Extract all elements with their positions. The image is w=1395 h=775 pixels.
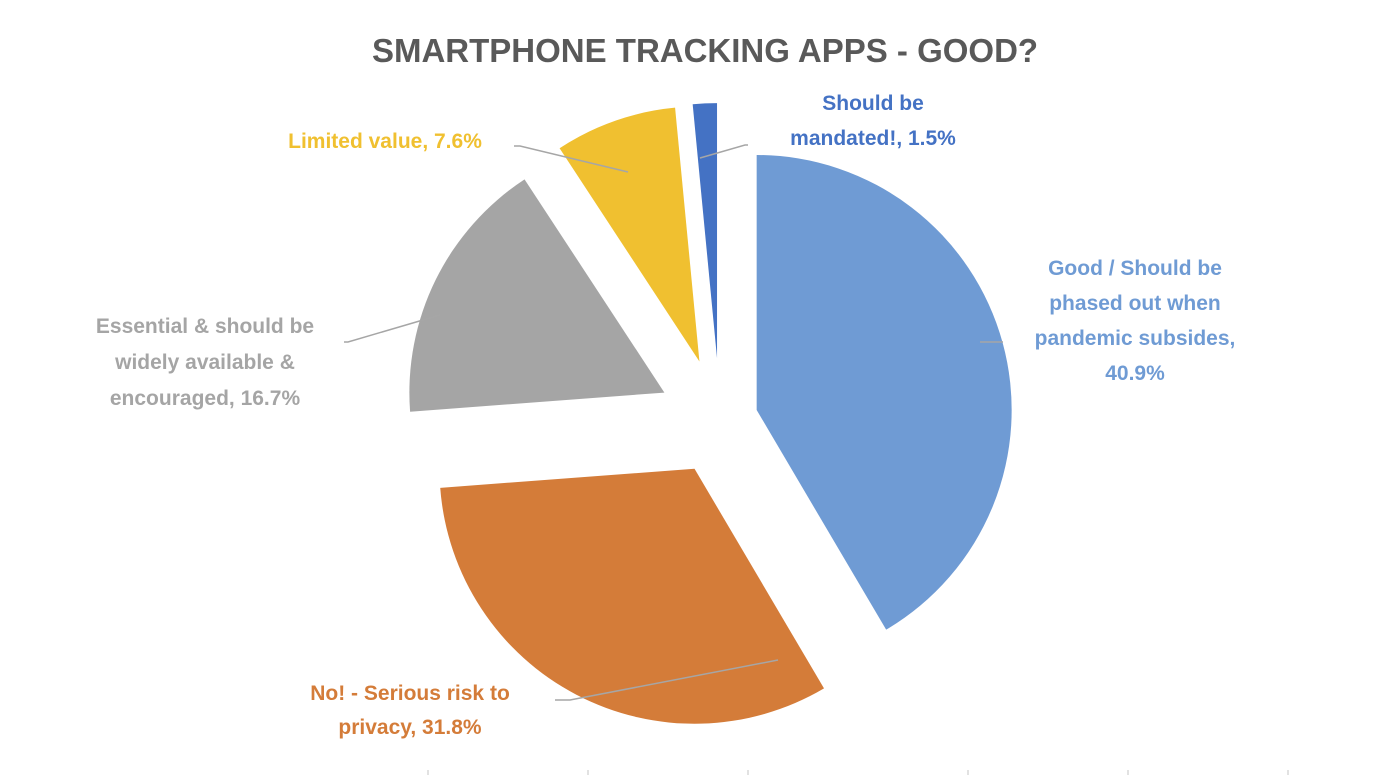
slice-label-line: Good / Should be bbox=[1048, 257, 1222, 280]
slice-label-3: Essential & should be widely available & e… bbox=[96, 315, 314, 410]
leader-line-2 bbox=[555, 659, 779, 701]
slice-label-line: encouraged, 16.7% bbox=[110, 387, 301, 410]
slice-label-line: widely available & bbox=[114, 351, 295, 374]
leader-line-3 bbox=[344, 314, 441, 343]
pie-slice-5 bbox=[692, 103, 718, 359]
slice-label-2: No! - Serious risk to privacy, 31.8% bbox=[310, 682, 510, 739]
axis-ticks bbox=[427, 770, 1289, 775]
slice-labels: Good / Should be phased out when pandemic … bbox=[96, 92, 1235, 739]
slice-label-line: mandated!, 1.5% bbox=[790, 127, 956, 150]
pie-slice-3 bbox=[409, 179, 665, 412]
pie-slices bbox=[409, 103, 1012, 724]
pie-slice-4 bbox=[559, 107, 700, 362]
slice-label-line: phased out when bbox=[1049, 292, 1221, 315]
slice-label-4: Limited value, 7.6% bbox=[288, 130, 482, 153]
slice-label-5: Should be mandated!, 1.5% bbox=[790, 92, 956, 150]
leader-line-4 bbox=[514, 145, 629, 173]
slice-label-line: 40.9% bbox=[1105, 362, 1165, 385]
slice-label-line: No! - Serious risk to bbox=[310, 682, 510, 705]
slice-label-1: Good / Should be phased out when pandemic … bbox=[1035, 257, 1236, 385]
slice-label-line: privacy, 31.8% bbox=[338, 716, 482, 739]
pie-slice-2 bbox=[440, 468, 825, 724]
leader-line-5 bbox=[699, 144, 748, 159]
chart-title: SMARTPHONE TRACKING APPS - GOOD? bbox=[372, 32, 1038, 69]
slice-label-line: pandemic subsides, bbox=[1035, 327, 1236, 350]
slice-label-line: Essential & should be bbox=[96, 315, 314, 338]
slice-label-line: Limited value, 7.6% bbox=[288, 130, 482, 153]
slice-label-line: Should be bbox=[822, 92, 924, 115]
pie-slice-1 bbox=[756, 154, 1012, 630]
leader-lines bbox=[344, 144, 1003, 701]
